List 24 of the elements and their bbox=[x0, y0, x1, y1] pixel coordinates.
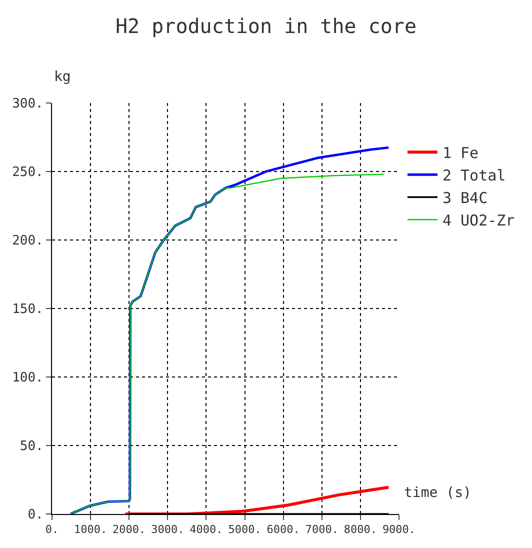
y-tick-label: 0. bbox=[28, 508, 44, 523]
y-tick-label: 250. bbox=[12, 165, 44, 180]
x-tick-label: 8000. bbox=[344, 523, 378, 536]
x-tick-label: 1000. bbox=[74, 523, 108, 536]
x-tick-label: 5000. bbox=[228, 523, 262, 536]
y-axis-title: kg bbox=[54, 69, 71, 85]
x-tick-label: 6000. bbox=[266, 523, 300, 536]
y-tick-label: 150. bbox=[12, 302, 44, 318]
y-tick-label: 200. bbox=[12, 234, 44, 249]
y-tick-label: 100. bbox=[12, 370, 44, 386]
x-tick-label: 7000. bbox=[305, 523, 338, 536]
x-tick-label: 2000. bbox=[112, 523, 146, 536]
y-tick-label: 50. bbox=[20, 439, 44, 454]
y-tick-label: 300. bbox=[12, 96, 44, 112]
x-tick-label: 9000. bbox=[382, 523, 416, 536]
legend-label: 2 Total bbox=[442, 166, 506, 184]
legend-label: 4 UO2-Zr bbox=[442, 211, 515, 230]
legend-label: 3 B4C bbox=[442, 188, 488, 207]
x-tick-label: 3000. bbox=[151, 523, 184, 536]
x-tick-label: 0. bbox=[45, 523, 59, 536]
x-tick-label: 4000. bbox=[190, 523, 223, 536]
chart-title: H2 production in the core bbox=[115, 14, 417, 38]
legend-label: 1 Fe bbox=[442, 144, 479, 162]
x-axis-title: time (s) bbox=[404, 485, 472, 501]
